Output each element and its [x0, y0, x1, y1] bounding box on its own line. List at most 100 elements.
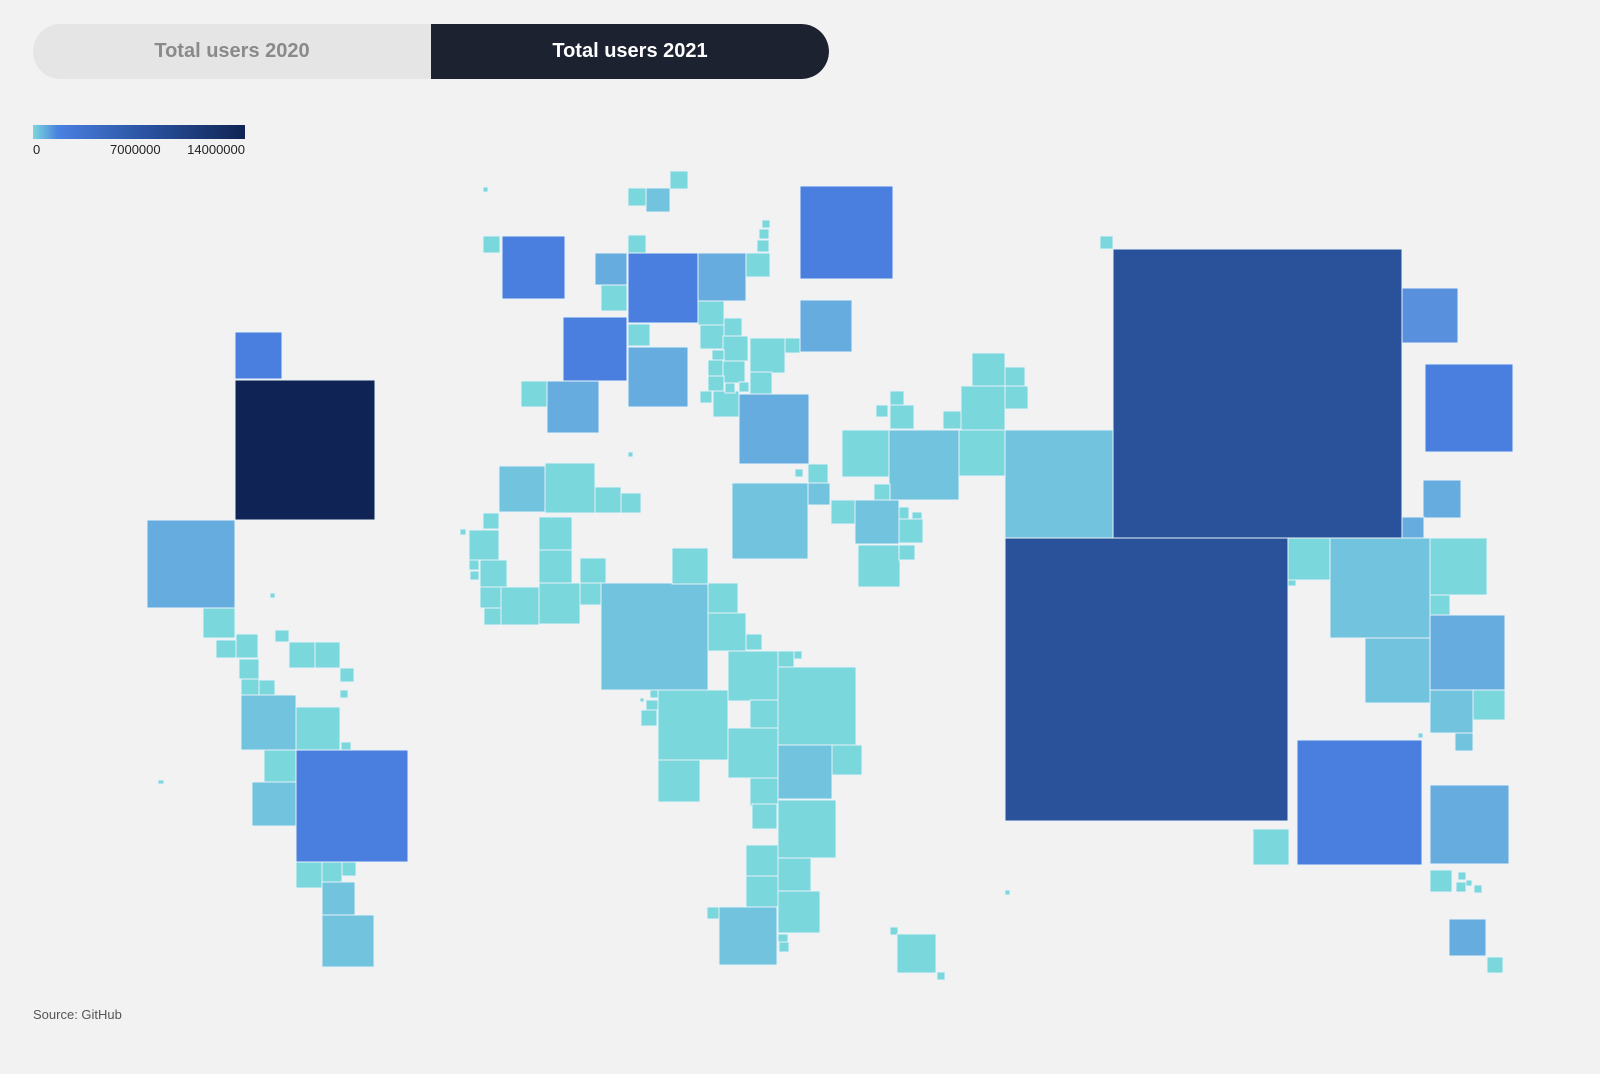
country-square[interactable] — [707, 612, 747, 652]
country-square[interactable] — [722, 335, 749, 362]
country-square[interactable] — [251, 781, 297, 827]
country-square[interactable] — [724, 382, 736, 394]
country-square[interactable] — [520, 380, 548, 408]
country-square[interactable] — [1329, 537, 1431, 639]
country-square[interactable] — [483, 607, 502, 626]
country-square[interactable] — [854, 499, 900, 545]
country-square[interactable] — [671, 547, 709, 585]
country-square[interactable] — [697, 300, 725, 326]
country-square[interactable] — [807, 482, 831, 506]
country-square[interactable] — [857, 544, 901, 588]
country-square[interactable] — [777, 744, 833, 800]
country-square[interactable] — [339, 689, 349, 699]
country-square[interactable] — [707, 375, 725, 393]
country-square[interactable] — [482, 186, 489, 193]
country-square[interactable] — [889, 390, 905, 406]
country-square[interactable] — [731, 482, 809, 560]
country-square[interactable] — [1455, 881, 1467, 893]
country-square[interactable] — [707, 359, 725, 377]
country-square[interactable] — [889, 404, 915, 430]
country-square[interactable] — [727, 650, 779, 702]
country-square[interactable] — [146, 519, 236, 609]
country-square[interactable] — [627, 451, 634, 458]
country-square[interactable] — [958, 429, 1006, 477]
country-square[interactable] — [749, 699, 779, 729]
country-square[interactable] — [1287, 579, 1297, 587]
country-square[interactable] — [830, 499, 856, 525]
country-square[interactable] — [215, 639, 237, 659]
country-square[interactable] — [718, 906, 778, 966]
country-square[interactable] — [727, 727, 779, 779]
country-square[interactable] — [888, 429, 960, 501]
country-square[interactable] — [1429, 537, 1488, 596]
country-square[interactable] — [479, 559, 508, 588]
country-square[interactable] — [314, 641, 341, 669]
country-square[interactable] — [498, 465, 546, 513]
country-square[interactable] — [339, 667, 355, 683]
country-square[interactable] — [777, 799, 837, 859]
country-square[interactable] — [645, 187, 671, 213]
country-square[interactable] — [784, 337, 801, 354]
country-square[interactable] — [627, 234, 647, 254]
country-square[interactable] — [538, 582, 581, 625]
country-square[interactable] — [579, 557, 607, 585]
country-square[interactable] — [288, 641, 316, 669]
country-square[interactable] — [1472, 689, 1506, 721]
country-square[interactable] — [1004, 537, 1289, 822]
tab-total-users-2021[interactable]: Total users 2021 — [431, 24, 829, 79]
country-square[interactable] — [794, 468, 804, 478]
country-square[interactable] — [722, 360, 746, 384]
country-square[interactable] — [749, 337, 786, 374]
country-square[interactable] — [942, 410, 962, 430]
country-square[interactable] — [1004, 385, 1029, 410]
country-square[interactable] — [263, 749, 297, 783]
country-square[interactable] — [657, 689, 729, 761]
country-square[interactable] — [295, 749, 409, 863]
country-square[interactable] — [627, 323, 651, 347]
country-square[interactable] — [295, 861, 323, 889]
country-square[interactable] — [745, 844, 779, 878]
country-square[interactable] — [295, 706, 341, 751]
country-square[interactable] — [738, 393, 810, 465]
country-square[interactable] — [594, 252, 628, 286]
country-square[interactable] — [889, 926, 899, 936]
country-square[interactable] — [777, 666, 857, 746]
country-square[interactable] — [1429, 869, 1453, 893]
country-square[interactable] — [706, 906, 720, 920]
country-square[interactable] — [831, 744, 863, 776]
country-square[interactable] — [546, 380, 600, 434]
country-square[interactable] — [1454, 732, 1474, 752]
country-square[interactable] — [1004, 429, 1114, 539]
country-square[interactable] — [697, 252, 747, 302]
country-square[interactable] — [745, 875, 779, 909]
country-square[interactable] — [1486, 956, 1504, 974]
country-square[interactable] — [1004, 889, 1011, 896]
country-square[interactable] — [841, 429, 890, 478]
country-square[interactable] — [699, 324, 725, 350]
country-square[interactable] — [1448, 918, 1487, 957]
country-square[interactable] — [1473, 884, 1483, 894]
country-square[interactable] — [761, 219, 771, 229]
country-square[interactable] — [751, 803, 778, 830]
country-square[interactable] — [875, 404, 889, 418]
country-square[interactable] — [1417, 732, 1424, 739]
country-square[interactable] — [538, 549, 573, 584]
country-square[interactable] — [1429, 784, 1510, 865]
country-square[interactable] — [240, 678, 260, 696]
country-square[interactable] — [1465, 879, 1473, 887]
country-square[interactable] — [1422, 479, 1462, 519]
country-square[interactable] — [1112, 248, 1403, 539]
country-square[interactable] — [756, 239, 770, 253]
country-square[interactable] — [1364, 637, 1431, 704]
country-square[interactable] — [321, 914, 375, 968]
country-square[interactable] — [234, 331, 283, 380]
tab-total-users-2020[interactable]: Total users 2020 — [154, 40, 310, 62]
country-square[interactable] — [235, 633, 259, 659]
country-square[interactable] — [1004, 366, 1026, 388]
country-square[interactable] — [1401, 516, 1425, 540]
country-square[interactable] — [749, 777, 779, 807]
country-square[interactable] — [657, 759, 701, 803]
country-square[interactable] — [157, 779, 165, 785]
country-square[interactable] — [340, 741, 352, 751]
country-square[interactable] — [707, 582, 739, 614]
